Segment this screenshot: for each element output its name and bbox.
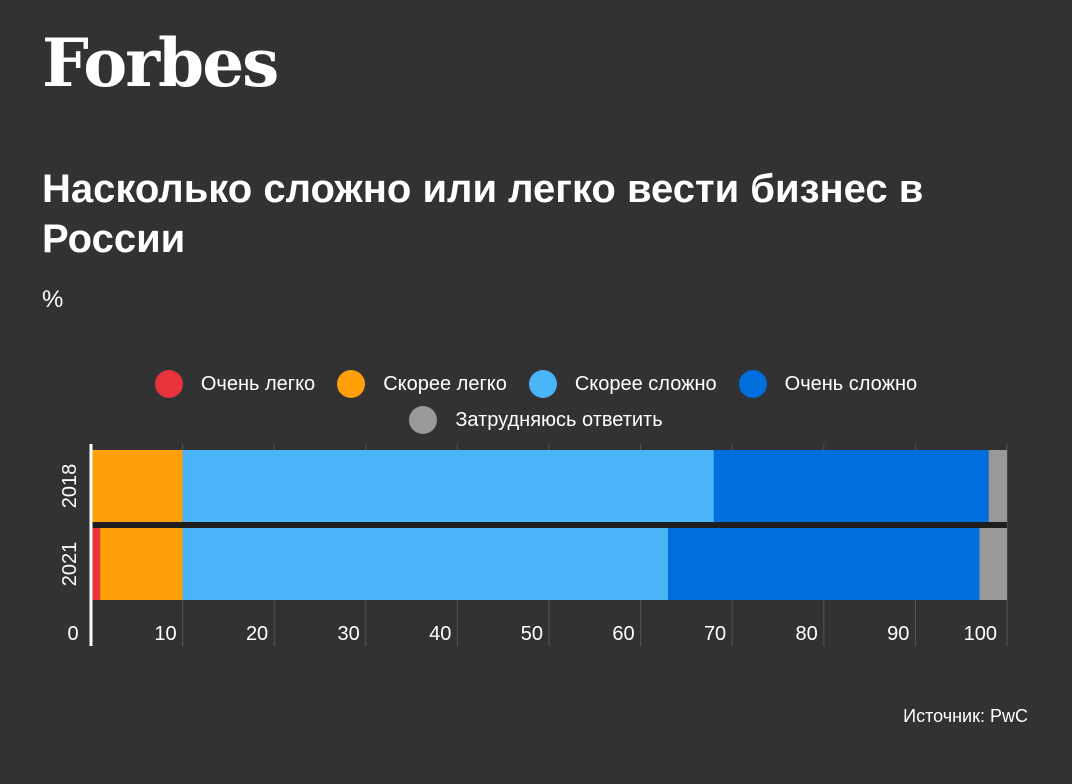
forbes-logo[interactable]: Forbes [42,24,279,102]
legend-item: Затрудняюсь ответить [409,406,663,434]
legend-item: Скорее сложно [528,370,717,398]
x-tick-label: 30 [338,623,360,645]
legend-swatch [337,370,366,398]
bar-segment [182,450,714,522]
legend-swatch [154,370,183,398]
legend-label: Затрудняюсь ответить [455,408,663,431]
x-tick-label: 40 [429,623,451,645]
x-tick-label: 10 [154,623,176,645]
bar-segment [91,450,183,522]
legend-item: Очень легко [154,370,316,398]
legend-swatch [528,370,557,398]
x-tick-label: 50 [521,623,543,645]
x-tick-label: 90 [887,623,909,645]
chart-legend: Очень легко Скорее легко Скорее сложно Очен… [0,370,1072,434]
legend-swatch [738,370,767,398]
bar-segment [988,450,1007,522]
bar-segment [713,450,989,522]
bar-segment [91,528,101,600]
bar-segment [668,528,980,600]
legend-label: Скорее сложно [574,372,717,395]
x-tick-label: 100 [964,623,997,645]
category-label: 2021 [59,542,81,587]
legend-item: Скорее легко [337,370,507,398]
legend-label: Скорее легко [383,372,507,395]
source-note: Источник: PwC [903,706,1028,726]
x-tick-label: 0 [67,623,78,645]
x-tick-label: 70 [704,623,726,645]
x-tick-label: 20 [246,623,268,645]
x-tick-label: 60 [612,623,634,645]
bar-segment [182,528,669,600]
legend-swatch [409,406,438,434]
chart-title: Насколько сложно или легко вести бизнес … [42,167,924,261]
legend-label: Очень сложно [784,372,918,395]
bar-segment [979,528,1007,600]
category-label: 2018 [59,464,81,509]
chart-unit: % [42,286,64,313]
legend-label: Очень легко [200,372,316,395]
x-tick-label: 80 [796,623,818,645]
legend-item: Очень сложно [738,370,918,398]
bar-segment [100,528,183,600]
